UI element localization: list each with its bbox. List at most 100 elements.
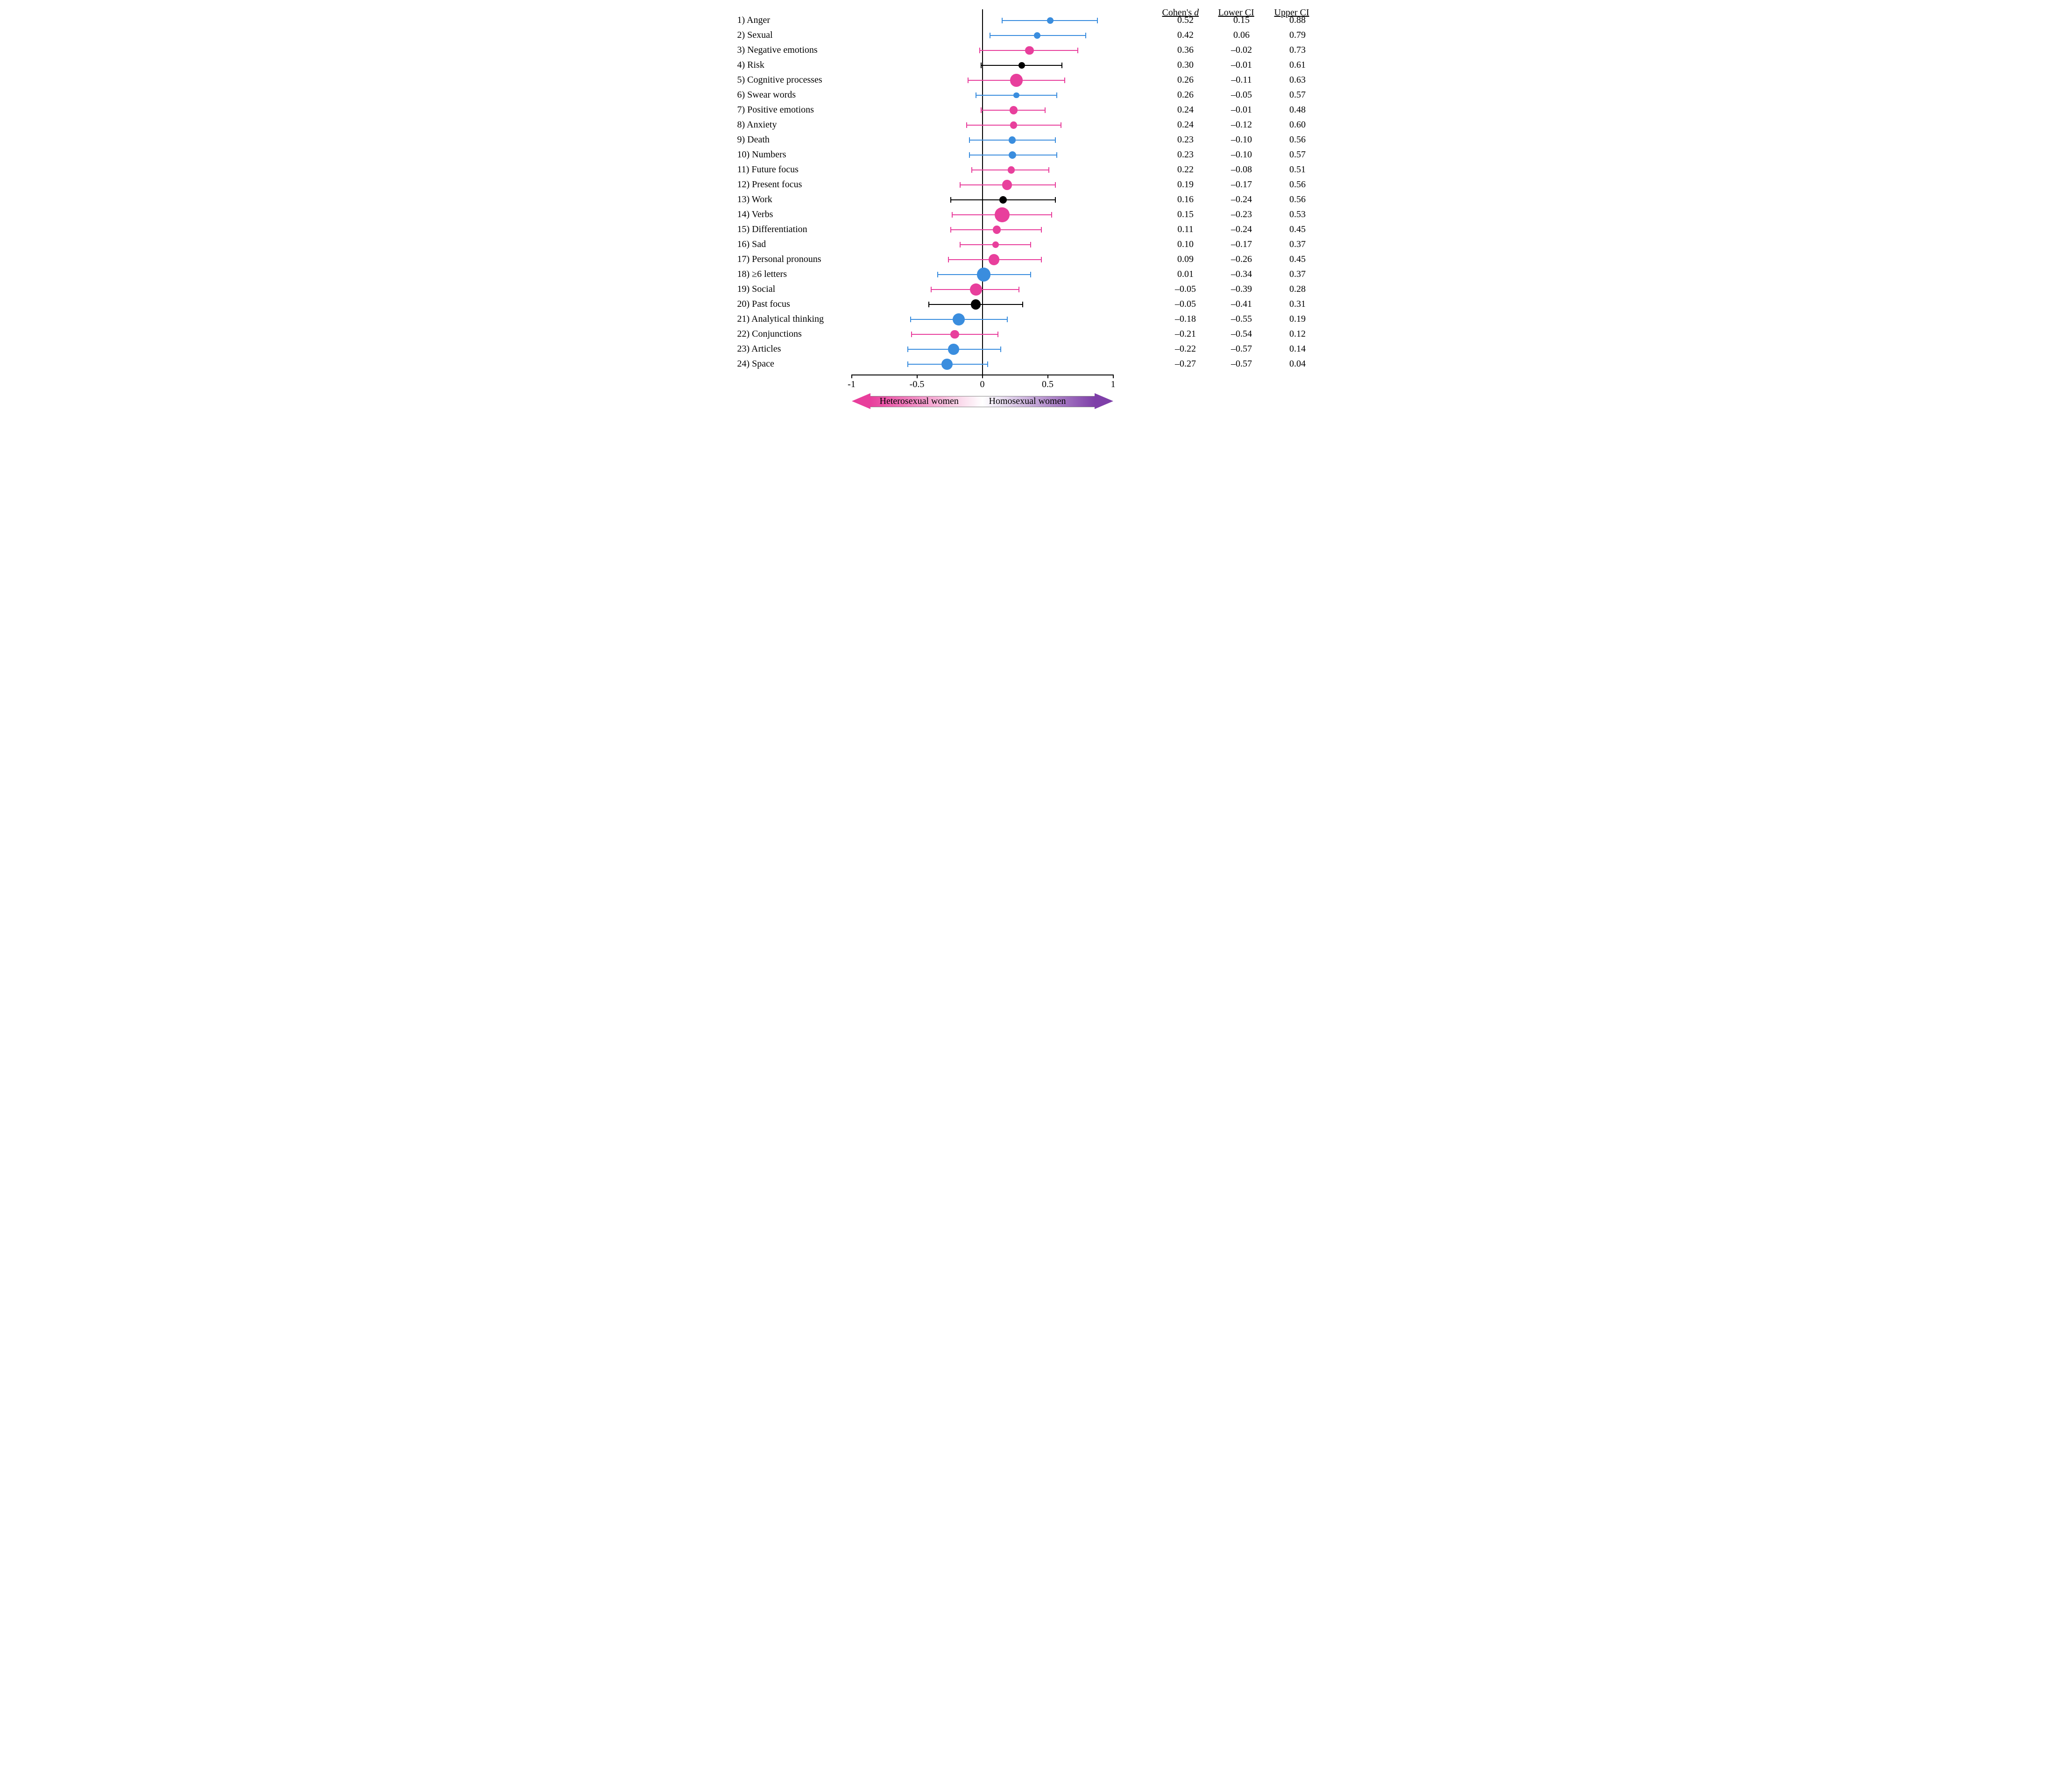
effect-marker xyxy=(953,313,965,325)
row-label: 19) Social xyxy=(737,284,776,295)
effect-marker xyxy=(948,344,959,355)
value-lower-ci: –0.02 xyxy=(1218,45,1265,56)
ci-cap-upper xyxy=(1041,227,1042,233)
value-cohens-d: 0.16 xyxy=(1162,194,1209,205)
value-upper-ci: 0.63 xyxy=(1274,75,1321,85)
value-upper-ci: 0.45 xyxy=(1274,224,1321,235)
row-label: 20) Past focus xyxy=(737,299,790,310)
value-cohens-d: 0.09 xyxy=(1162,254,1209,265)
ci-cap-upper xyxy=(997,332,998,337)
ci-cap-lower xyxy=(907,361,908,367)
row-label: 24) Space xyxy=(737,359,774,369)
ci-cap-upper xyxy=(1007,317,1008,322)
value-upper-ci: 0.56 xyxy=(1274,134,1321,145)
ci-cap-upper xyxy=(1055,182,1056,188)
direction-arrow-head-right xyxy=(1095,393,1113,409)
ci-cap-lower xyxy=(969,152,970,158)
value-lower-ci: –0.12 xyxy=(1218,120,1265,130)
value-cohens-d: –0.05 xyxy=(1162,284,1209,295)
value-cohens-d: –0.27 xyxy=(1162,359,1209,369)
row-label: 23) Articles xyxy=(737,344,781,354)
ci-cap-lower xyxy=(950,197,951,203)
effect-marker xyxy=(999,196,1007,204)
row-label: 15) Differentiation xyxy=(737,224,807,235)
value-cohens-d: 0.36 xyxy=(1162,45,1209,56)
ci-cap-upper xyxy=(1056,152,1057,158)
value-lower-ci: –0.41 xyxy=(1218,299,1265,310)
effect-marker xyxy=(1009,136,1016,143)
effect-marker xyxy=(977,268,991,282)
row-label: 5) Cognitive processes xyxy=(737,75,822,85)
ci-cap-lower xyxy=(952,212,953,218)
ci-cap-upper xyxy=(1056,92,1057,98)
value-cohens-d: 0.23 xyxy=(1162,134,1209,145)
value-lower-ci: –0.34 xyxy=(1218,269,1265,280)
value-upper-ci: 0.56 xyxy=(1274,194,1321,205)
row-label: 3) Negative emotions xyxy=(737,45,818,56)
ci-cap-lower xyxy=(981,63,982,68)
row-label: 7) Positive emotions xyxy=(737,105,814,115)
ci-cap-lower xyxy=(948,257,949,262)
value-cohens-d: 0.23 xyxy=(1162,149,1209,160)
x-tick xyxy=(982,375,983,378)
arrow-label-right: Homosexual women xyxy=(989,396,1066,407)
value-lower-ci: –0.17 xyxy=(1218,239,1265,250)
value-upper-ci: 0.45 xyxy=(1274,254,1321,265)
row-label: 10) Numbers xyxy=(737,149,786,160)
value-lower-ci: –0.10 xyxy=(1218,149,1265,160)
value-upper-ci: 0.61 xyxy=(1274,60,1321,71)
row-label: 11) Future focus xyxy=(737,164,799,175)
ci-cap-upper xyxy=(1018,287,1019,292)
row-label: 13) Work xyxy=(737,194,772,205)
row-label: 6) Swear words xyxy=(737,90,796,100)
value-lower-ci: 0.15 xyxy=(1218,15,1265,26)
ci-cap-upper xyxy=(1055,137,1056,143)
value-cohens-d: 0.15 xyxy=(1162,209,1209,220)
value-upper-ci: 0.31 xyxy=(1274,299,1321,310)
value-cohens-d: 0.22 xyxy=(1162,164,1209,175)
value-lower-ci: –0.17 xyxy=(1218,179,1265,190)
x-tick-label: 1 xyxy=(1111,379,1116,390)
value-upper-ci: 0.57 xyxy=(1274,90,1321,100)
value-cohens-d: 0.11 xyxy=(1162,224,1209,235)
value-cohens-d: 0.30 xyxy=(1162,60,1209,71)
ci-cap-upper xyxy=(987,361,988,367)
row-label: 9) Death xyxy=(737,134,770,145)
effect-marker xyxy=(1009,151,1016,159)
x-tick-label: -1 xyxy=(848,379,856,390)
ci-cap-lower xyxy=(979,48,980,53)
value-lower-ci: –0.55 xyxy=(1218,314,1265,325)
forest-plot: Cohen's dLower CIUpper CI1) Anger0.520.1… xyxy=(737,5,1335,418)
ci-cap-upper xyxy=(1048,167,1049,173)
row-label: 2) Sexual xyxy=(737,30,773,41)
row-label: 12) Present focus xyxy=(737,179,802,190)
value-cohens-d: 0.26 xyxy=(1162,90,1209,100)
ci-cap-lower xyxy=(969,137,970,143)
ci-cap-lower xyxy=(907,346,908,352)
value-upper-ci: 0.37 xyxy=(1274,269,1321,280)
value-lower-ci: –0.05 xyxy=(1218,90,1265,100)
ci-cap-upper xyxy=(1055,197,1056,203)
row-label: 22) Conjunctions xyxy=(737,329,802,339)
value-cohens-d: 0.24 xyxy=(1162,105,1209,115)
ci-cap-lower xyxy=(950,227,951,233)
ci-cap-lower xyxy=(968,78,969,83)
ci-cap-lower xyxy=(960,182,961,188)
value-cohens-d: –0.21 xyxy=(1162,329,1209,339)
ci-cap-lower xyxy=(981,107,982,113)
ci-cap-lower xyxy=(971,167,972,173)
value-upper-ci: 0.19 xyxy=(1274,314,1321,325)
value-cohens-d: 0.52 xyxy=(1162,15,1209,26)
effect-marker xyxy=(1010,106,1018,114)
value-cohens-d: 0.26 xyxy=(1162,75,1209,85)
effect-marker xyxy=(970,283,982,296)
value-lower-ci: –0.57 xyxy=(1218,344,1265,354)
value-upper-ci: 0.60 xyxy=(1274,120,1321,130)
effect-marker xyxy=(989,254,1000,265)
effect-marker xyxy=(1013,92,1019,99)
row-label: 17) Personal pronouns xyxy=(737,254,821,265)
row-label: 4) Risk xyxy=(737,60,764,71)
value-lower-ci: –0.24 xyxy=(1218,224,1265,235)
ci-cap-upper xyxy=(1051,212,1052,218)
value-lower-ci: 0.06 xyxy=(1218,30,1265,41)
